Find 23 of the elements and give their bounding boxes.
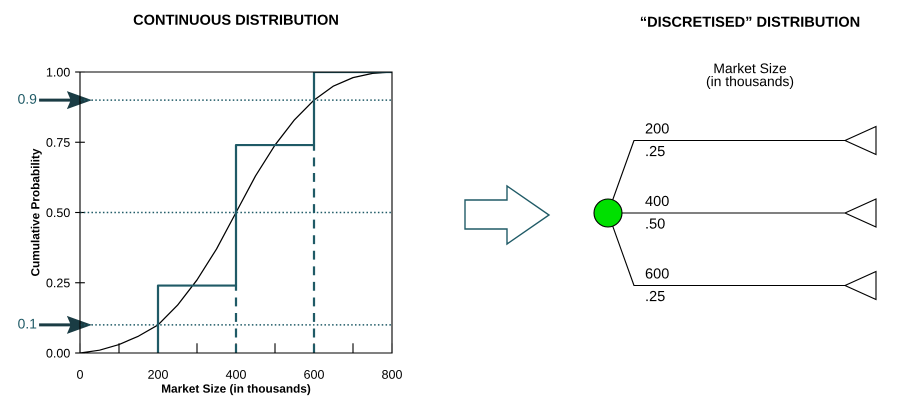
text: Market Size (in thousands) [706,63,794,89]
text: .25 [646,146,665,156]
y-axis-title: Cumulative Probability [30,148,42,276]
y-tick-label: 0.25 [46,278,70,288]
category-label: 600 [646,268,669,279]
x-tick-label: 400 [226,370,246,379]
text: .50 [646,218,665,229]
y-tick-label: 0.50 [46,208,70,218]
text: .25 [646,290,665,302]
y-tick-label: 1.00 [46,68,70,77]
category-label: 400 [645,196,669,206]
x-axis-title: Market Size (in thousands) [162,384,310,396]
ref-line-label: 0.9 [18,94,36,104]
x-tick-label: 0 [77,370,83,379]
y-tick-label: 0.00 [46,348,70,358]
ref-line-label: 0.1 [18,318,36,329]
x-tick-label: 600 [304,370,324,379]
y-tick-label: 0.75 [46,138,70,147]
text: “DISCRETISED” DISTRIBUTION [640,16,860,27]
x-tick-label: 200 [148,370,168,379]
category-label: 200 [646,123,669,134]
x-tick-label: 800 [382,370,402,379]
chart-title: CONTINUOUS DISTRIBUTION [134,14,338,25]
